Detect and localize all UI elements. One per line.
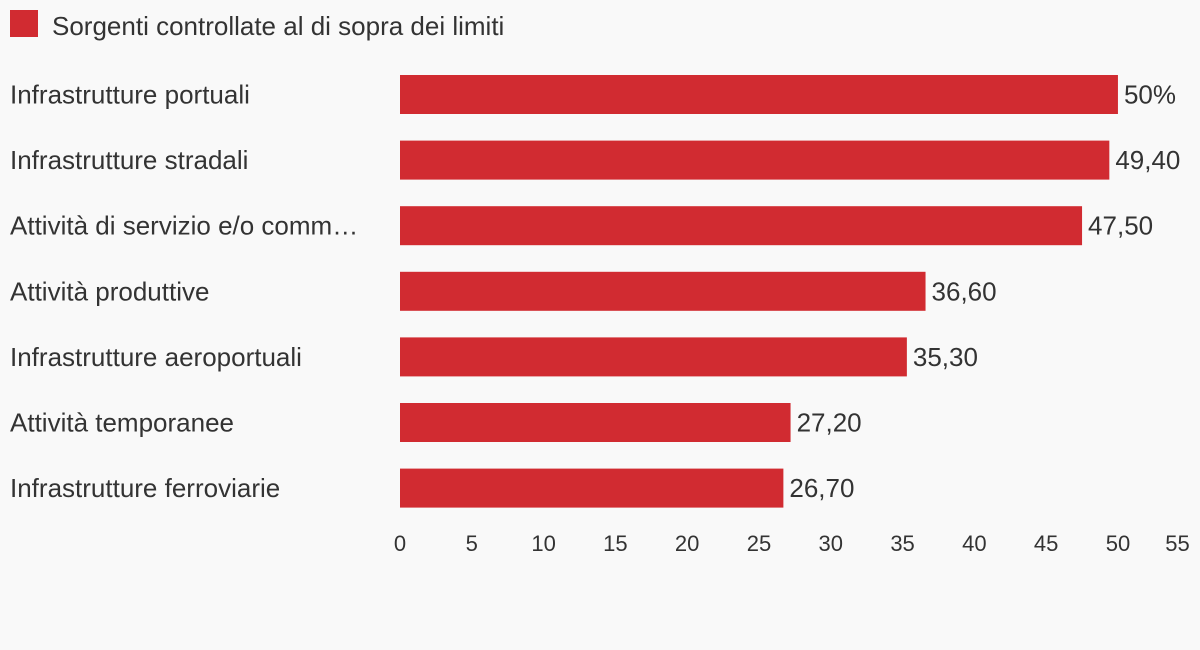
- bar: [400, 206, 1083, 246]
- x-tick-label: 15: [603, 531, 627, 556]
- bar: [400, 75, 1118, 114]
- category-label: Infrastrutture ferroviarie: [10, 473, 280, 503]
- legend-label: Sorgenti controllate al di sopra dei lim…: [52, 10, 505, 41]
- data-label: 49,40: [1115, 145, 1180, 175]
- category-label: Infrastrutture stradali: [10, 145, 248, 175]
- bar: [400, 403, 791, 442]
- data-label: 36,60: [932, 276, 997, 306]
- x-tick-label: 40: [962, 531, 986, 556]
- x-tick-label: 30: [819, 531, 843, 556]
- category-label: Attività temporanee: [10, 408, 234, 438]
- bar: [400, 468, 784, 508]
- data-label: 50%: [1124, 80, 1176, 110]
- category-label: Attività produttive: [10, 276, 209, 306]
- x-tick-label: 5: [466, 531, 478, 556]
- bar: [400, 271, 926, 311]
- x-tick-label: 35: [890, 531, 914, 556]
- category-label: Attività di servizio e/o comm…: [10, 211, 358, 241]
- chart-legend: Sorgenti controllate al di sopra dei lim…: [10, 9, 505, 42]
- x-tick-label: 50: [1106, 531, 1130, 556]
- data-label: 26,70: [789, 473, 854, 503]
- x-tick-label: 55: [1165, 531, 1189, 556]
- x-tick-label: 20: [675, 531, 699, 556]
- data-label: 35,30: [913, 342, 978, 372]
- x-tick-label: 25: [747, 531, 771, 556]
- bar: [400, 337, 907, 377]
- data-label: 47,50: [1088, 211, 1153, 241]
- category-label: Infrastrutture portuali: [10, 80, 250, 110]
- bar: [400, 140, 1110, 180]
- legend-swatch: [10, 9, 38, 37]
- x-tick-label: 45: [1034, 531, 1058, 556]
- x-tick-label: 0: [394, 531, 406, 556]
- x-tick-label: 10: [531, 531, 555, 556]
- data-label: 27,20: [797, 408, 862, 438]
- category-label: Infrastrutture aeroportuali: [10, 342, 302, 372]
